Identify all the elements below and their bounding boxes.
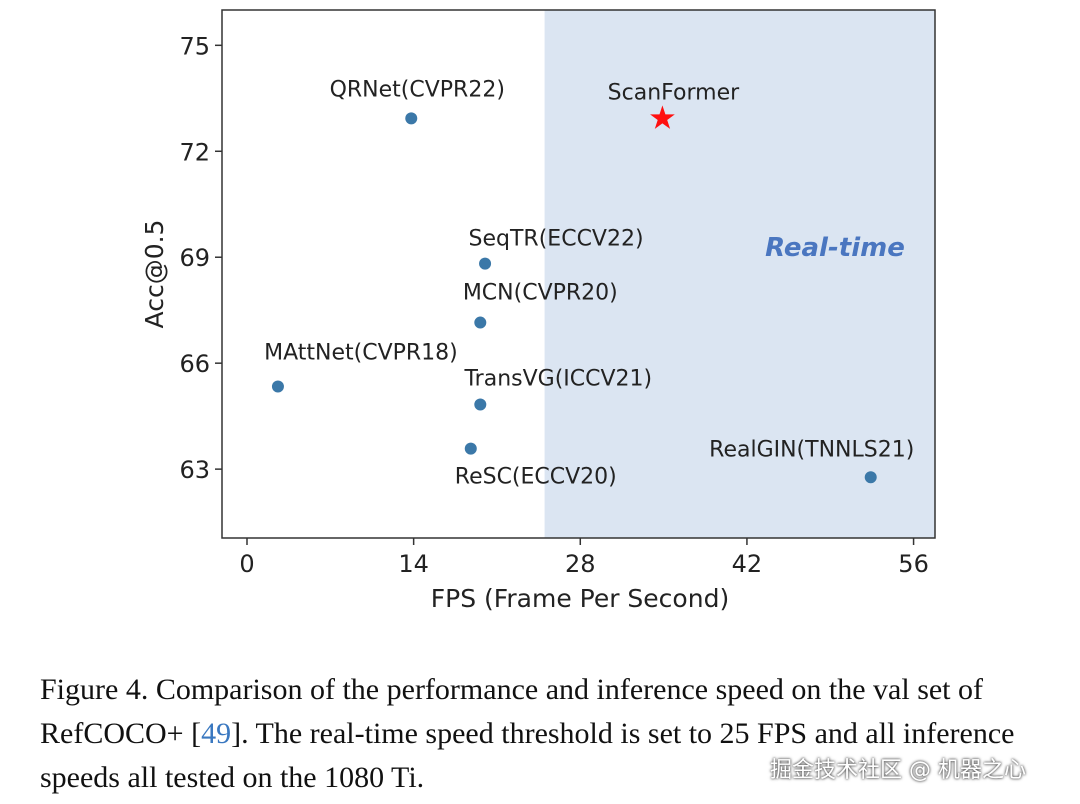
- y-tick-label: 75: [179, 32, 210, 60]
- watermark: 掘金技术社区 @ 机器之心: [770, 758, 1026, 783]
- plot-frame: [221, 9, 936, 539]
- figure-caption: Figure 4. Comparison of the performance …: [40, 668, 1050, 800]
- citation-link[interactable]: 49: [201, 717, 232, 750]
- point-label: SeqTR(ECCV22): [469, 227, 644, 252]
- point-label: MCN(CVPR20): [463, 281, 618, 306]
- x-tick-label: 42: [732, 550, 763, 578]
- point-label: TransVG(ICCV21): [463, 366, 652, 391]
- realtime-region-label: Real-time: [765, 233, 905, 263]
- data-point: [479, 257, 492, 270]
- point-label: QRNet(CVPR22): [330, 77, 505, 102]
- point-label: ScanFormer: [608, 80, 740, 105]
- star-marker: [650, 105, 675, 129]
- data-point: [474, 316, 487, 329]
- caption-text-rest: ]. The real-time speed threshold is set …: [40, 717, 1015, 794]
- point-label: RealGIN(TNNLS21): [709, 437, 914, 462]
- y-tick-label: 66: [179, 350, 210, 378]
- caption-text: Figure 4. Comparison of the performance …: [40, 673, 984, 750]
- x-tick-label: 28: [565, 550, 596, 578]
- x-axis-label: FPS (Frame Per Second): [431, 584, 729, 613]
- x-tick-label: 56: [898, 550, 929, 578]
- data-point: [864, 471, 877, 484]
- y-tick-label: 69: [179, 244, 210, 272]
- point-label: MAttNet(CVPR18): [264, 340, 458, 365]
- x-tick-label: 14: [398, 550, 429, 578]
- y-axis-label: Acc@0.5: [140, 220, 169, 329]
- point-label: ReSC(ECCV20): [455, 465, 617, 490]
- scatter-chart: Real-time QRNet(CVPR22) ScanFormer SeqTR(E…: [140, 9, 936, 613]
- data-point: [405, 112, 418, 125]
- data-point: [474, 398, 487, 411]
- realtime-region: [544, 10, 935, 538]
- y-tick-label: 72: [179, 138, 210, 166]
- x-tick-label: 0: [239, 550, 254, 578]
- data-point: [271, 380, 284, 393]
- y-tick-label: 63: [179, 456, 210, 484]
- data-point: [464, 442, 477, 455]
